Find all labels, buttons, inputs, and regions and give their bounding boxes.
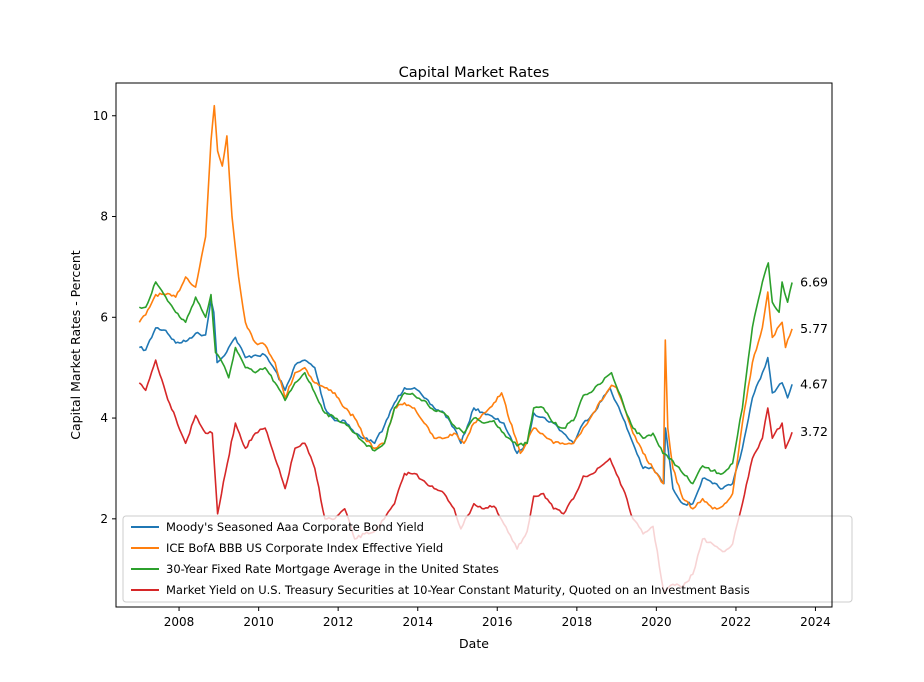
x-tick: 2022 bbox=[721, 607, 752, 629]
x-tick-label: 2008 bbox=[164, 615, 195, 629]
x-axis-ticks: 2008 2010 2012 2014 2016 2018 2020 2022 2024 bbox=[164, 607, 831, 629]
x-tick: 2010 bbox=[243, 607, 274, 629]
x-axis-label: Date bbox=[459, 636, 489, 651]
legend-label: 30-Year Fixed Rate Mortgage Average in t… bbox=[166, 562, 499, 576]
x-tick-label: 2020 bbox=[641, 615, 672, 629]
x-tick-label: 2018 bbox=[562, 615, 593, 629]
x-tick-label: 2016 bbox=[482, 615, 513, 629]
y-tick-label: 4 bbox=[100, 411, 108, 425]
end-value-label-4: 3.72 bbox=[800, 424, 828, 439]
y-tick: 6 bbox=[100, 310, 116, 324]
legend-label: Moody's Seasoned Aaa Corporate Bond Yiel… bbox=[166, 520, 424, 534]
end-labels: 4.67 5.77 6.69 3.72 bbox=[800, 275, 828, 440]
chart-title: Capital Market Rates bbox=[399, 65, 550, 81]
y-tick-label: 6 bbox=[100, 310, 108, 324]
y-axis-label: Capital Market Rates - Percent bbox=[68, 250, 83, 440]
legend-item: Moody's Seasoned Aaa Corporate Bond Yiel… bbox=[131, 520, 424, 534]
legend-item: 30-Year Fixed Rate Mortgage Average in t… bbox=[131, 562, 499, 576]
legend-label: ICE BofA BBB US Corporate Index Effectiv… bbox=[166, 541, 443, 555]
x-tick-label: 2024 bbox=[800, 615, 831, 629]
series-line-1 bbox=[139, 298, 793, 506]
series-line-3 bbox=[138, 262, 793, 485]
x-tick: 2016 bbox=[482, 607, 513, 629]
x-tick: 2020 bbox=[641, 607, 672, 629]
y-tick: 8 bbox=[100, 210, 116, 224]
legend-box bbox=[122, 515, 853, 603]
end-value-label-2: 5.77 bbox=[800, 321, 828, 336]
y-tick-label: 10 bbox=[93, 109, 108, 123]
y-axis-ticks: 2 4 6 8 10 bbox=[93, 109, 116, 526]
x-tick: 2018 bbox=[562, 607, 593, 629]
x-tick: 2014 bbox=[402, 607, 433, 629]
y-tick: 2 bbox=[100, 512, 116, 526]
y-tick: 10 bbox=[93, 109, 116, 123]
legend-label: Market Yield on U.S. Treasury Securities… bbox=[166, 583, 750, 597]
x-tick-label: 2010 bbox=[243, 615, 274, 629]
series-line-2 bbox=[138, 104, 793, 510]
end-value-label-3: 6.69 bbox=[800, 275, 828, 290]
axes-frame bbox=[115, 82, 833, 608]
end-value-label-1: 4.67 bbox=[800, 376, 828, 391]
legend-item: Market Yield on U.S. Treasury Securities… bbox=[131, 583, 750, 597]
y-tick-label: 8 bbox=[100, 210, 108, 224]
legend-item: ICE BofA BBB US Corporate Index Effectiv… bbox=[131, 541, 443, 555]
x-tick: 2008 bbox=[164, 607, 195, 629]
y-tick-label: 2 bbox=[100, 512, 108, 526]
x-tick-label: 2014 bbox=[402, 615, 433, 629]
x-tick-label: 2012 bbox=[323, 615, 354, 629]
legend: Moody's Seasoned Aaa Corporate Bond Yiel… bbox=[122, 515, 853, 603]
x-tick-label: 2022 bbox=[721, 615, 752, 629]
x-tick: 2012 bbox=[323, 607, 354, 629]
y-tick: 4 bbox=[100, 411, 116, 425]
x-tick: 2024 bbox=[800, 607, 831, 629]
